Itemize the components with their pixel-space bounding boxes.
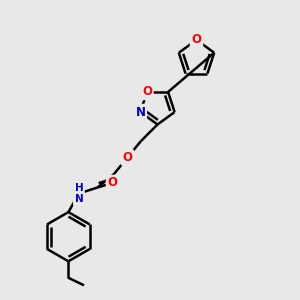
- Text: N: N: [135, 106, 146, 118]
- Text: H
N: H N: [74, 183, 83, 204]
- Text: O: O: [107, 176, 118, 190]
- Text: O: O: [191, 33, 202, 46]
- Text: O: O: [122, 151, 133, 164]
- Text: O: O: [142, 85, 152, 98]
